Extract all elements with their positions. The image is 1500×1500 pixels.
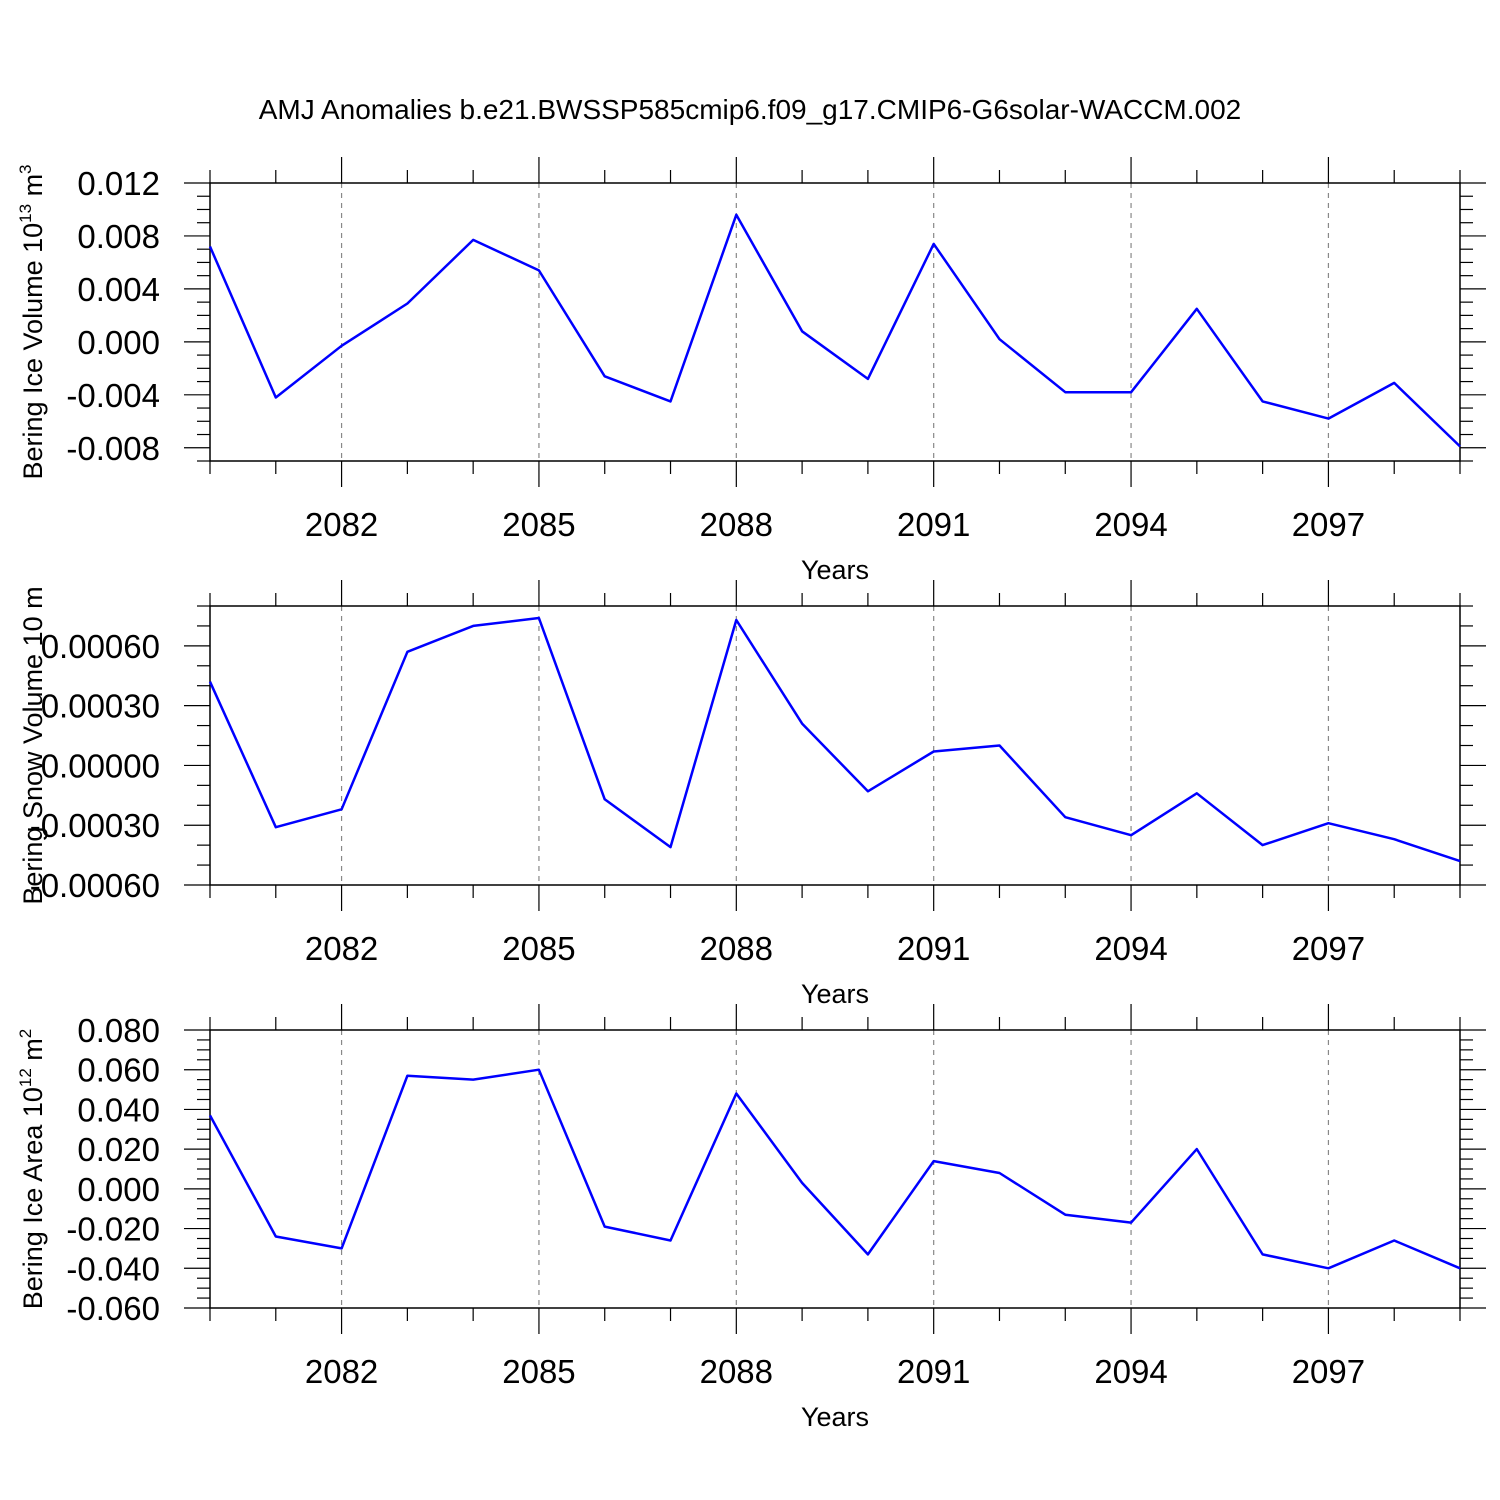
- series-line: [208, 616, 1461, 863]
- y-tick-label: 0.00030: [41, 688, 160, 725]
- x-axis-label: Years: [801, 555, 869, 585]
- x-axis-label: Years: [801, 1402, 869, 1432]
- figure-title: AMJ Anomalies b.e21.BWSSP585cmip6.f09_g1…: [259, 94, 1242, 125]
- y-axis-label: Bering Snow Volume 10 m: [18, 586, 48, 904]
- y-axis-label-superscript: 12: [16, 1068, 35, 1087]
- y-tick-label: 0.000: [77, 324, 160, 361]
- x-axis-label: Years: [801, 979, 869, 1009]
- plot-frame: [209, 182, 1461, 462]
- plot-frame: [209, 605, 1461, 886]
- x-tick-label: 2085: [502, 1353, 575, 1390]
- x-tick-label: 2082: [305, 930, 378, 967]
- y-axis-label: Bering Ice Area 1012 m2: [16, 1029, 48, 1310]
- x-tick-label: 2091: [897, 506, 970, 543]
- y-axis-label-part: Bering Snow Volume 10: [18, 616, 48, 904]
- x-tick-label: 2094: [1094, 930, 1167, 967]
- y-tick-label: -0.008: [66, 430, 160, 467]
- y-tick-label: 0.004: [77, 271, 160, 308]
- x-tick-label: 2097: [1292, 506, 1365, 543]
- y-tick-label: -0.00030: [30, 807, 160, 844]
- panel-3: 2082 2085 2088 2091 2094 2097 -0.060-0.040-0.0…: [16, 1004, 1486, 1432]
- y-tick-label: 0.00060: [41, 628, 160, 665]
- y-axis-label-superscript: 13: [16, 204, 35, 223]
- y-tick-label: -0.00060: [30, 867, 160, 904]
- panel-1: 2082 2085 2088 2091 2094 2097 -0.008 -0.004 0.00…: [16, 157, 1486, 585]
- y-tick-label: -0.040: [66, 1250, 160, 1287]
- y-tick-label: 0.012: [77, 165, 160, 202]
- y-axis-label-superscript: 2: [16, 1029, 35, 1038]
- y-tick-label: 0.060: [77, 1052, 160, 1089]
- y-axis-label-part: Bering Ice Area 10: [18, 1087, 48, 1309]
- x-tick-label: 2082: [305, 506, 378, 543]
- x-tick-label: 2091: [897, 1353, 970, 1390]
- y-axis-label: Bering Ice Volume 1013 m3: [16, 164, 48, 479]
- y-tick-label: -0.060: [66, 1290, 160, 1327]
- panels: 2082 2085 2088 2091 2094 2097 -0.008 -0.004 0.00…: [16, 157, 1486, 1432]
- y-tick-label: 0.020: [77, 1131, 160, 1168]
- y-axis-label-superscript: 3: [16, 164, 35, 173]
- x-tick-label: 2085: [502, 930, 575, 967]
- panel-2: 2082 2085 2088 2091 2094 2097 -0.00060 -0.00030…: [18, 580, 1486, 1009]
- x-tick-label: 2091: [897, 930, 970, 967]
- y-tick-label: 0.000: [77, 1171, 160, 1208]
- y-axis-label-part: Bering Ice Volume 10: [18, 223, 48, 480]
- y-tick-label: 0.008: [77, 218, 160, 255]
- x-tick-label: 2094: [1094, 1353, 1167, 1390]
- series-line: [208, 213, 1461, 448]
- plot-frame: [209, 1029, 1461, 1309]
- y-tick-label: -0.004: [66, 377, 160, 414]
- y-tick-label: 0.080: [77, 1012, 160, 1049]
- x-tick-label: 2097: [1292, 930, 1365, 967]
- y-axis-label-part: m: [18, 174, 48, 204]
- y-tick-label: -0.020: [66, 1211, 160, 1248]
- y-tick-label: 0.00000: [41, 747, 160, 784]
- x-tick-label: 2082: [305, 1353, 378, 1390]
- y-axis-label-part: m: [18, 586, 48, 616]
- x-tick-label: 2094: [1094, 506, 1167, 543]
- y-tick-label: 0.040: [77, 1091, 160, 1128]
- x-tick-label: 2088: [700, 1353, 773, 1390]
- y-axis-label-part: m: [18, 1038, 48, 1068]
- x-tick-label: 2097: [1292, 1353, 1365, 1390]
- x-tick-label: 2085: [502, 506, 575, 543]
- x-tick-label: 2088: [700, 506, 773, 543]
- x-tick-label: 2088: [700, 930, 773, 967]
- series-line: [208, 1068, 1461, 1270]
